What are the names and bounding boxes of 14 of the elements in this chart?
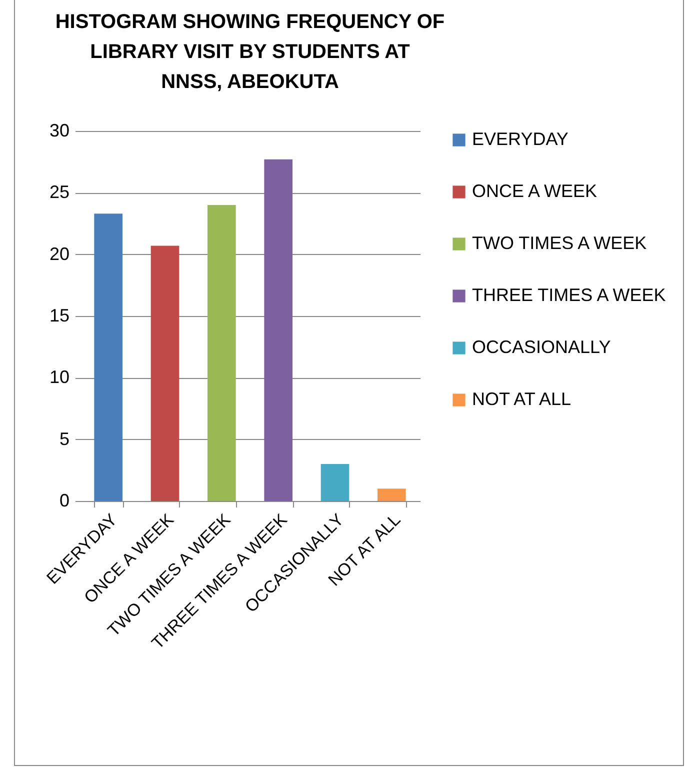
chart-title: HISTOGRAM SHOWING FREQUENCY OF LIBRARY VISIT BY STUDENTS AT NNSS, ABEOKUTA bbox=[55, 11, 445, 93]
legend-label: TWO TIMES A WEEK bbox=[472, 233, 647, 253]
legend-label: THREE TIMES A WEEK bbox=[472, 285, 666, 305]
y-tick-label: 10 bbox=[49, 367, 70, 388]
legend-label: EVERYDAY bbox=[472, 129, 568, 149]
y-tick-label: 25 bbox=[49, 182, 70, 202]
y-tick-label: 0 bbox=[59, 490, 70, 510]
y-tick-label: 5 bbox=[59, 428, 70, 449]
legend-label: OCCASIONALLY bbox=[472, 337, 611, 357]
y-tick-label: 15 bbox=[49, 306, 70, 326]
legend-label: ONCE A WEEK bbox=[472, 181, 598, 201]
y-tick-label: 20 bbox=[49, 244, 70, 264]
legend-label: NOT AT ALL bbox=[472, 389, 572, 409]
y-tick-label: 30 bbox=[49, 120, 70, 140]
